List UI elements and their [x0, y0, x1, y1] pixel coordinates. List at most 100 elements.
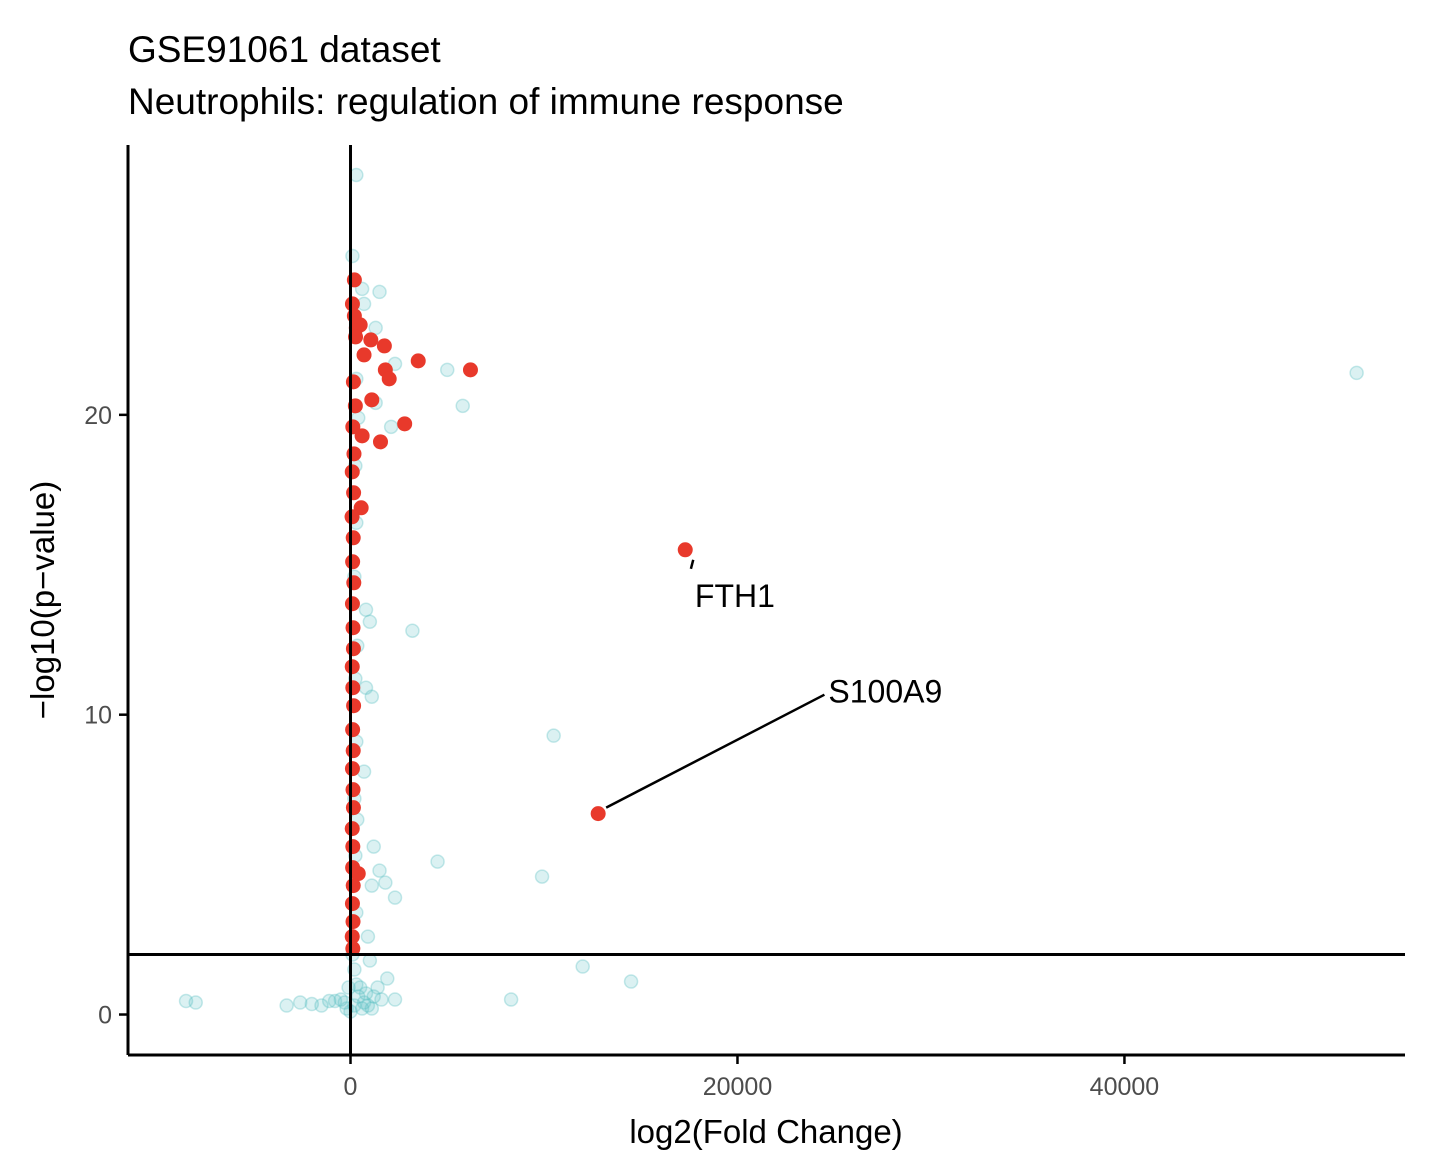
- non-significant-point: [358, 680, 374, 695]
- non-significant-point: [1349, 365, 1364, 381]
- significant-point: [344, 509, 360, 525]
- x-axis-ticks: 0 20000 40000: [344, 1055, 1160, 1101]
- significant-point: [410, 353, 426, 369]
- non-significant-point: [341, 980, 356, 995]
- non-significant-point: [364, 1001, 380, 1016]
- non-significant-point: [292, 995, 308, 1010]
- gene-label: S100A9: [828, 674, 942, 710]
- non-significant-point: [358, 986, 374, 1001]
- significant-point: [381, 371, 397, 387]
- significant-point: [344, 929, 360, 945]
- y-axis-ticks: 0 10 20: [84, 402, 128, 1030]
- significant-point: [345, 860, 361, 876]
- significant-point: [344, 761, 360, 777]
- non-significant-point: [345, 248, 360, 264]
- non-significant-point: [440, 362, 455, 378]
- non-significant-point: [364, 878, 380, 893]
- non-significant-point: [360, 998, 376, 1013]
- non-significant-point: [188, 995, 203, 1010]
- significant-point: [346, 485, 362, 501]
- y-tick-label: 10: [84, 702, 112, 730]
- significant-point: [345, 620, 361, 636]
- significant-point: [345, 680, 361, 696]
- non-significant-point: [387, 890, 403, 905]
- annotation-leader-line: [689, 559, 695, 570]
- significant-point: [376, 338, 392, 354]
- non-significant-points: [178, 167, 1364, 1019]
- non-significant-point: [366, 839, 381, 854]
- significant-point: [363, 332, 379, 348]
- non-significant-point: [534, 869, 550, 884]
- non-significant-point: [372, 284, 387, 300]
- non-significant-point: [374, 992, 389, 1007]
- significant-point: [590, 806, 606, 822]
- significant-point: [344, 821, 360, 837]
- annotation-leader-line: [605, 693, 825, 809]
- significant-point: [345, 800, 361, 816]
- non-significant-point: [279, 998, 294, 1013]
- x-tick-label: 0: [344, 1073, 358, 1101]
- non-significant-point: [327, 993, 343, 1009]
- x-axis-title: log2(Fold Change): [629, 1113, 902, 1150]
- non-significant-point: [321, 993, 337, 1009]
- significant-point: [344, 596, 360, 612]
- non-significant-point: [366, 989, 381, 1004]
- significant-point: [397, 416, 413, 432]
- non-significant-point: [623, 974, 639, 989]
- gene-annotations: FTH1 S100A9: [605, 559, 942, 809]
- significant-point: [346, 575, 362, 591]
- significant-point: [356, 347, 372, 363]
- significant-point: [345, 839, 361, 855]
- non-significant-point: [370, 980, 385, 995]
- significant-point: [345, 530, 361, 546]
- significant-point: [346, 698, 362, 714]
- non-significant-point: [364, 689, 380, 704]
- y-axis-title: −log10(p−value): [24, 481, 61, 720]
- non-significant-point: [356, 995, 372, 1010]
- significant-point: [345, 419, 361, 435]
- significant-point: [345, 554, 361, 570]
- non-significant-point: [380, 971, 395, 986]
- significant-point: [345, 782, 361, 798]
- significant-point: [344, 659, 360, 675]
- significant-point: [345, 914, 361, 930]
- gene-label: FTH1: [695, 578, 775, 614]
- non-significant-point: [178, 993, 194, 1009]
- significant-point: [354, 428, 370, 444]
- non-significant-point: [455, 398, 470, 414]
- non-significant-point: [383, 419, 399, 435]
- significant-point: [345, 722, 361, 738]
- significant-point: [364, 392, 380, 408]
- non-significant-point: [430, 854, 445, 869]
- significant-point: [345, 743, 361, 759]
- significant-point: [677, 542, 693, 558]
- significant-point: [346, 446, 362, 462]
- non-significant-point: [362, 614, 378, 629]
- significant-point: [344, 896, 360, 912]
- chart-subtitle: Neutrophils: regulation of immune respon…: [128, 81, 844, 122]
- non-significant-point: [387, 992, 403, 1007]
- significant-point: [344, 464, 360, 480]
- significant-point: [344, 296, 360, 312]
- non-significant-point: [378, 875, 393, 890]
- significant-point: [345, 374, 361, 390]
- non-significant-point: [354, 1001, 370, 1016]
- significant-points: [344, 272, 693, 957]
- y-tick-label: 0: [98, 1002, 112, 1030]
- significant-point: [372, 434, 388, 450]
- y-tick-label: 20: [84, 402, 112, 430]
- non-significant-point: [304, 996, 320, 1012]
- x-tick-label: 40000: [1090, 1073, 1160, 1101]
- non-significant-point: [314, 998, 329, 1013]
- significant-point: [462, 362, 478, 378]
- non-significant-point: [575, 959, 590, 974]
- chart-title: GSE91061 dataset: [128, 29, 441, 70]
- non-significant-point: [352, 980, 368, 995]
- non-significant-point: [372, 863, 387, 878]
- non-significant-point: [333, 992, 349, 1007]
- non-significant-point: [546, 728, 561, 743]
- significant-point: [345, 641, 361, 657]
- non-significant-point: [360, 929, 376, 944]
- non-significant-point: [358, 602, 374, 617]
